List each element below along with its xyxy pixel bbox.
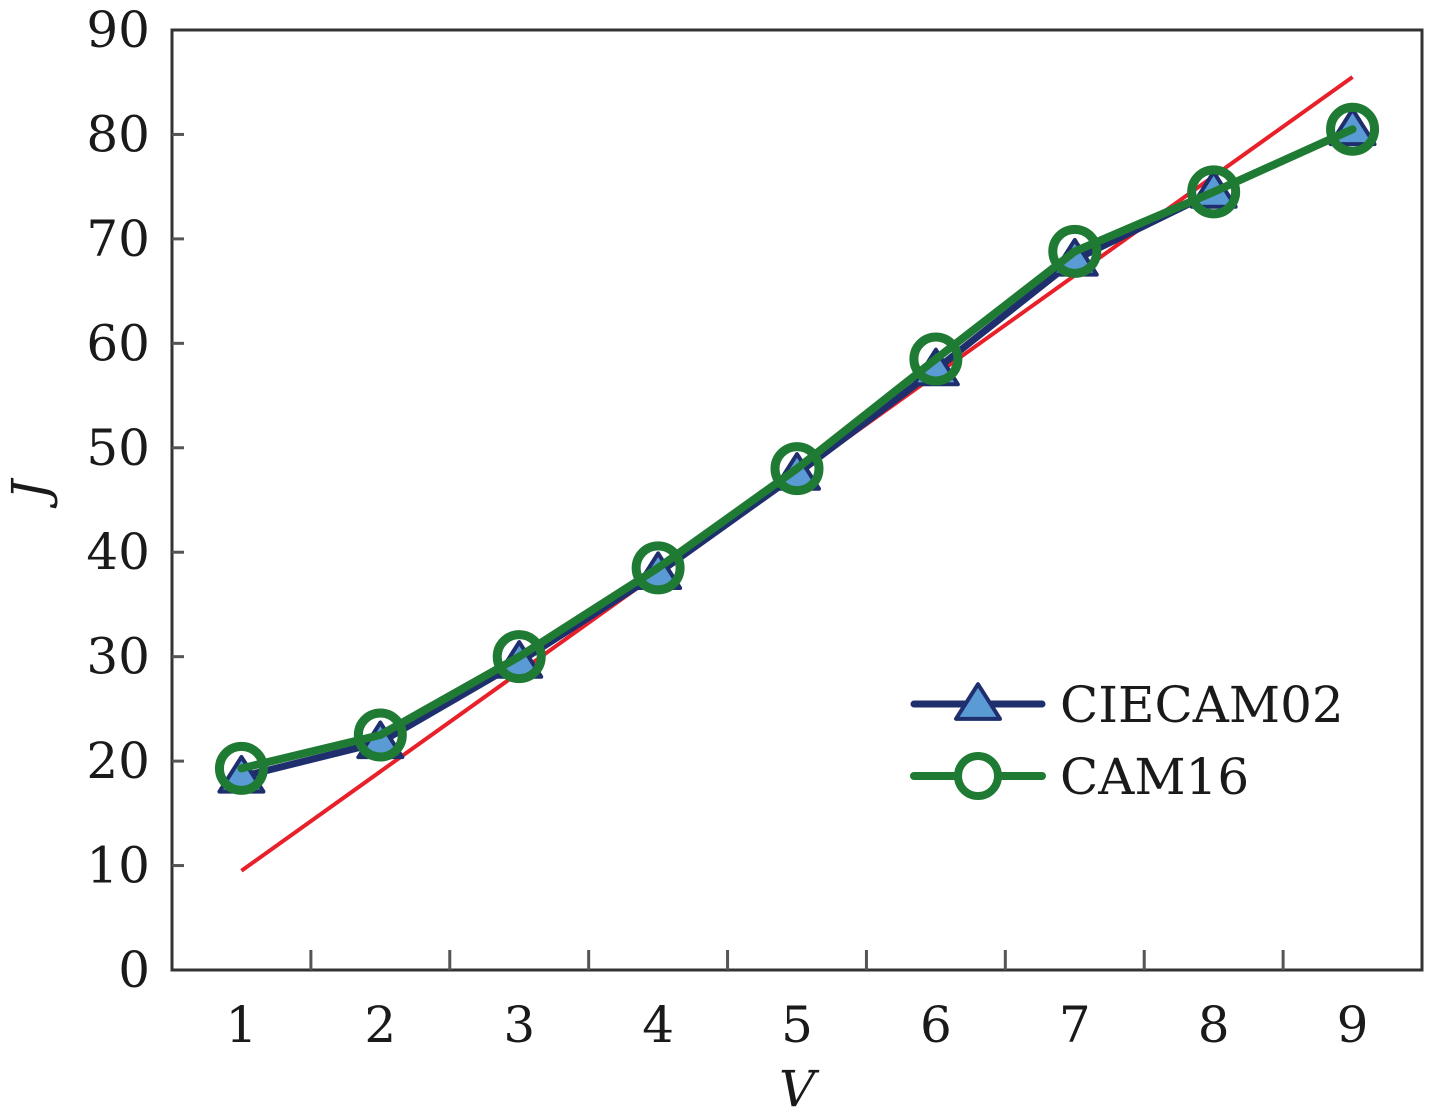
data-point (631, 541, 685, 595)
data-point (909, 332, 963, 386)
y-tick-label: 40 (86, 523, 150, 581)
y-tick-label: 90 (86, 1, 150, 59)
legend: CIECAM02 CAM16 (910, 676, 1344, 806)
data-point (1048, 224, 1102, 278)
x-tick-label: 6 (920, 996, 952, 1054)
data-point (770, 442, 824, 496)
y-tick-label: 20 (86, 732, 150, 790)
series-line (237, 125, 1357, 773)
data-point (353, 708, 407, 762)
plot-area (170, 28, 1424, 972)
data-point (492, 630, 546, 684)
data-point (1326, 102, 1380, 156)
data-point (214, 741, 268, 795)
legend-label: CIECAM02 (1060, 676, 1344, 734)
y-tick-label: 10 (86, 837, 150, 895)
y-tick-label: 0 (118, 941, 150, 999)
legend-marker (954, 682, 1002, 721)
x-tick-label: 2 (364, 996, 396, 1054)
x-axis-title: V (779, 1060, 820, 1112)
plot-frame (170, 28, 1424, 972)
legend-label: CAM16 (1060, 748, 1249, 806)
y-tick-label: 30 (86, 628, 150, 686)
y-tick-label: 60 (86, 314, 150, 372)
y-tick-label: 80 (86, 105, 150, 163)
x-tick-label: 8 (1198, 996, 1230, 1054)
x-tick-label: 9 (1337, 996, 1369, 1054)
legend-marker (954, 752, 1002, 800)
y-axis-title: J (1, 477, 59, 509)
x-tick-label: 5 (781, 996, 813, 1054)
x-tick-label: 4 (642, 996, 674, 1054)
series-CAM16 (214, 102, 1380, 795)
x-tick-label: 3 (503, 996, 535, 1054)
y-tick-label: 50 (86, 419, 150, 477)
x-tick-label: 1 (226, 996, 258, 1054)
x-tick-label: 7 (1059, 996, 1091, 1054)
series (214, 75, 1380, 873)
ticks: 0 10 20 30 40 50 60 70 80 90 1 2 3 4 5 6 7 8 9 (86, 1, 1368, 1054)
data-point (1187, 165, 1241, 219)
y-tick-label: 70 (86, 210, 150, 268)
